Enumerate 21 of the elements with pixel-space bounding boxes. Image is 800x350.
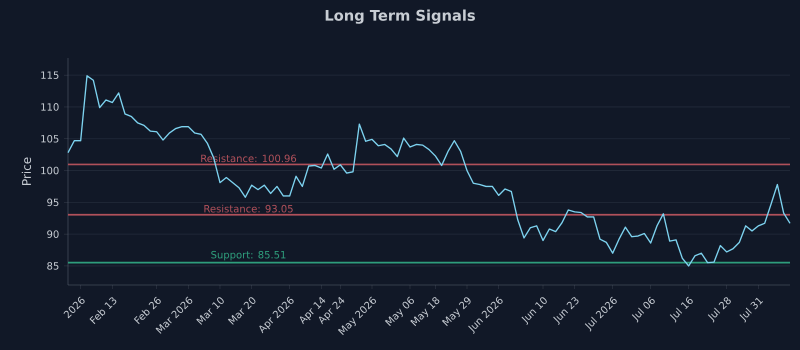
x-tick-label: Feb 13: [89, 297, 116, 324]
y-tick-label: 110: [41, 103, 59, 111]
x-tick-label: Jul 28: [708, 297, 731, 323]
ref-line-label: Resistance: 93.05: [204, 204, 293, 212]
x-tick-label: Jun 10: [522, 297, 547, 325]
ref-line-label: Support: 85.51: [211, 250, 286, 260]
chart-title: Long Term Signals: [326, 10, 475, 24]
y-axis-title: Price: [22, 157, 32, 185]
x-tick-label: Mar 20: [228, 297, 256, 325]
x-tick-label: Jul 16: [670, 296, 693, 323]
y-tick-label: 100: [41, 166, 59, 174]
x-tick-label: Feb 26: [134, 296, 161, 324]
y-tick-label: 95: [47, 198, 58, 206]
x-tick-label: Jun 23: [553, 297, 579, 325]
y-tick-label: 115: [41, 71, 58, 79]
x-tick-label: Jul 31: [739, 298, 764, 323]
y-tick-label: 85: [47, 262, 58, 270]
x-tick-label: Jul 06: [632, 296, 655, 323]
y-tick-label: 105: [41, 134, 58, 143]
y-tick-label: 90: [47, 230, 59, 238]
line-series: [67, 75, 791, 267]
